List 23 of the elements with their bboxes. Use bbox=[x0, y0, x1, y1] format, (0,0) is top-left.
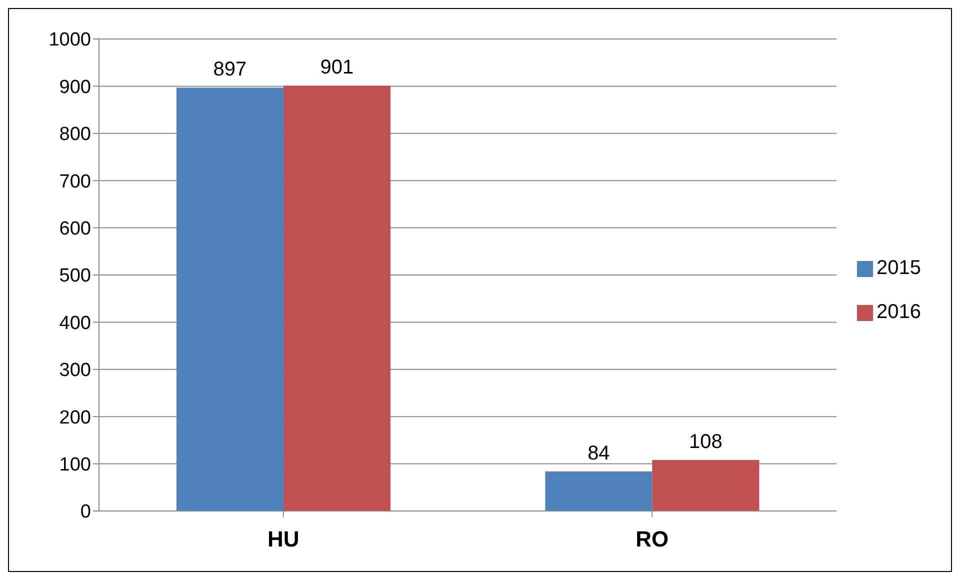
data-label: 901 bbox=[320, 56, 354, 79]
y-tick-label: 200 bbox=[59, 407, 91, 428]
y-tick-label: 900 bbox=[59, 76, 91, 98]
x-tick-label: RO bbox=[636, 526, 669, 552]
legend-label: 2016 bbox=[876, 301, 921, 323]
data-label: 897 bbox=[213, 58, 247, 81]
data-label: 84 bbox=[588, 442, 610, 464]
bar bbox=[176, 88, 284, 511]
legend-label: 2015 bbox=[876, 257, 921, 279]
y-tick-label: 400 bbox=[59, 312, 91, 334]
y-tick-label: 500 bbox=[59, 266, 91, 287]
data-label: 108 bbox=[689, 431, 722, 454]
x-tick-label: HU bbox=[267, 526, 300, 552]
bar bbox=[545, 471, 652, 511]
y-tick-label: 700 bbox=[59, 171, 91, 192]
y-tick-label: 100 bbox=[59, 454, 91, 476]
y-tick-label: 0 bbox=[80, 502, 91, 523]
y-tick-label: 1000 bbox=[48, 30, 91, 51]
y-tick-label: 600 bbox=[59, 218, 91, 240]
y-tick-label: 800 bbox=[59, 124, 91, 146]
bar bbox=[652, 460, 760, 511]
bar bbox=[283, 86, 390, 511]
y-tick-label: 300 bbox=[59, 360, 91, 382]
